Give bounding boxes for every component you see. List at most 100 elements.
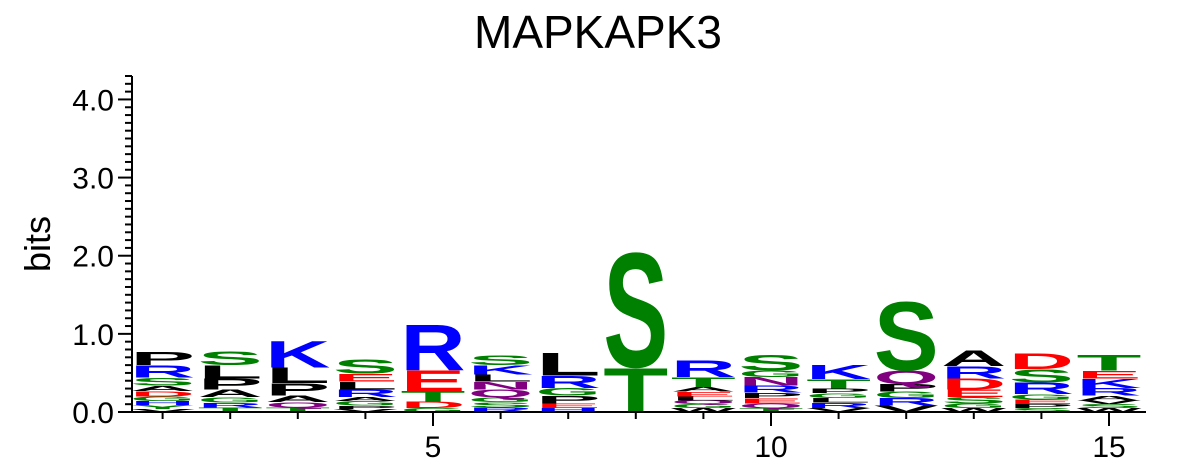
logo-letter-s: S — [1009, 366, 1074, 387]
logo-glyphs: VYHGDASRPTRGAPLSTQAPLKVPGARLESGDTERRSGQN… — [130, 218, 1143, 425]
logo-letter-y: Y — [130, 404, 195, 410]
logo-letter-p: P — [536, 393, 601, 405]
logo-letter-r: R — [130, 362, 195, 382]
y-axis-label: bits — [17, 216, 58, 272]
logo-letter-p: P — [265, 380, 330, 399]
logo-letter-s: S — [130, 376, 195, 388]
logo-letter-e: E — [536, 402, 601, 409]
logo-letter-k: K — [806, 360, 871, 383]
y-tick-label: 4.0 — [72, 84, 114, 117]
logo-letter-s: S — [468, 352, 533, 368]
logo-letter-a: A — [333, 396, 398, 402]
logo-letter-q: Q — [265, 400, 330, 409]
logo-letter-g: G — [333, 400, 398, 407]
logo-letter-v: V — [130, 408, 195, 413]
logo-letter-r: R — [468, 406, 533, 413]
logo-letter-r: R — [941, 363, 1006, 383]
logo-letter-e: E — [333, 372, 398, 384]
logo-letter-h: H — [536, 407, 601, 413]
logo-letter-e: E — [1009, 398, 1074, 405]
logo-letter-e: E — [671, 390, 736, 397]
logo-letter-s: S — [333, 355, 398, 378]
logo-letter-g: G — [671, 403, 736, 409]
logo-letter-l: L — [333, 380, 398, 392]
logo-letter-p: P — [198, 376, 263, 393]
logo-letter-s: S — [1077, 403, 1142, 409]
logo-letter-t: T — [265, 406, 330, 413]
logo-letter-r: R — [806, 401, 871, 410]
logo-letter-r: R — [671, 355, 736, 382]
chart-title: MAPKAPK3 — [474, 6, 722, 58]
logo-letter-g: G — [536, 386, 601, 398]
logo-letter-q: Q — [671, 399, 736, 405]
logo-letter-d: D — [941, 376, 1006, 393]
logo-letter-n: N — [738, 375, 803, 388]
logo-letter-w: W — [671, 407, 737, 413]
logo-letter-w: W — [1077, 407, 1143, 413]
logo-letter-t: T — [739, 407, 804, 413]
logo-letter-g: G — [941, 402, 1006, 409]
logo-letter-p: P — [738, 391, 803, 400]
logo-letter-s: S — [198, 347, 263, 369]
logo-letter-q: Q — [874, 366, 939, 388]
y-tick-label: 2.0 — [72, 241, 114, 274]
logo-letter-d: D — [1009, 349, 1074, 373]
logo-letter-r: R — [874, 396, 939, 408]
logo-letter-g: G — [468, 396, 533, 403]
logo-letter-h: H — [130, 400, 195, 406]
logo-letter-l: L — [198, 362, 263, 383]
logo-letter-p: P — [874, 382, 939, 394]
logo-letter-r: R — [333, 387, 398, 399]
y-tick-label: 3.0 — [72, 163, 114, 196]
logo-letter-r: R — [198, 401, 263, 408]
logo-letter-r: R — [1076, 386, 1141, 398]
logo-letter-l: L — [468, 373, 533, 384]
logo-letter-q: Q — [468, 387, 533, 399]
logo-letter-k: K — [468, 363, 533, 378]
logo-letter-v: V — [806, 407, 871, 413]
logo-letter-v: V — [333, 408, 398, 413]
logo-letter-e: E — [738, 396, 803, 405]
logo-letter-g: G — [874, 390, 939, 400]
logo-letter-a: A — [130, 384, 195, 393]
logo-letter-v: V — [874, 404, 939, 414]
logo-letter-e: E — [401, 365, 466, 398]
logo-letter-s: S — [874, 280, 939, 390]
logo-letter-g: G — [198, 396, 263, 405]
y-tick-label: 0.0 — [72, 397, 114, 430]
logo-letter-s: S — [1009, 407, 1074, 413]
logo-letter-r: R — [400, 311, 465, 384]
logo-letter-v: V — [1077, 399, 1142, 405]
logo-letter-k: K — [1076, 376, 1141, 391]
logo-letter-n: N — [468, 379, 533, 391]
logo-letter-a: A — [671, 386, 736, 393]
logo-letter-r: R — [1009, 379, 1074, 397]
axes: 0.0 1.0 2.0 3.0 4.0 5 10 15 — [72, 75, 1146, 464]
x-tick-label: 10 — [754, 431, 787, 464]
logo-letter-l: L — [671, 395, 736, 401]
logo-letter-a: A — [941, 346, 1006, 370]
logo-letter-r: R — [536, 372, 601, 392]
logo-letter-r: R — [739, 384, 804, 395]
logo-letter-g: G — [806, 392, 871, 399]
logo-letter-a: A — [198, 387, 263, 399]
logo-letter-t: T — [401, 388, 466, 405]
x-tick-label: 5 — [425, 431, 442, 464]
logo-letter-g: G — [1009, 393, 1074, 402]
logo-letter-d: D — [400, 400, 465, 410]
logo-letter-t: T — [671, 374, 736, 390]
logo-letter-t: T — [806, 377, 871, 392]
logo-letter-q: Q — [739, 402, 804, 409]
logo-letter-d: D — [130, 389, 195, 398]
y-tick-label: 1.0 — [72, 319, 114, 352]
logo-letter-p: P — [1009, 403, 1074, 409]
logo-letter-l: L — [265, 363, 330, 387]
logo-letter-a: A — [265, 394, 330, 404]
logo-letter-e: E — [1076, 368, 1141, 380]
logo-letter-p: P — [806, 387, 871, 394]
x-tick-label: 15 — [1092, 431, 1125, 464]
logo-letter-l: L — [536, 346, 601, 383]
logo-letter-g: G — [401, 407, 466, 413]
logo-letter-g: G — [739, 369, 804, 379]
